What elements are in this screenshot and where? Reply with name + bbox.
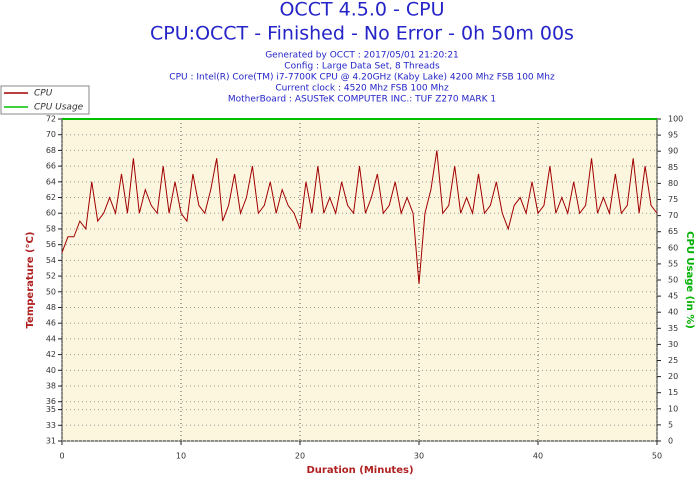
- y-tick-label: 31: [46, 437, 56, 446]
- chart-subtitle: CPU:OCCT - Finished - No Error - 0h 50m …: [150, 23, 574, 45]
- y-tick-label: 48: [46, 303, 56, 312]
- info-line: Generated by OCCT : 2017/05/01 21:20:21: [265, 51, 459, 61]
- x-tick-label: 10: [176, 452, 186, 461]
- y2-axis-label: CPU Usage (in %): [684, 231, 695, 329]
- y2-tick-label: 45: [668, 292, 678, 301]
- y-tick-label: 72: [46, 115, 56, 124]
- y-tick-label: 52: [46, 272, 56, 281]
- y2-tick-label: 40: [668, 308, 678, 317]
- y-tick-label: 46: [46, 319, 56, 328]
- y2-tick-label: 25: [668, 356, 678, 365]
- y-tick-label: 38: [46, 382, 56, 391]
- y-tick-label: 68: [46, 146, 56, 155]
- y2-tick-label: 90: [668, 147, 678, 156]
- y-tick-label: 33: [46, 421, 56, 430]
- y-tick-label: 70: [46, 130, 56, 139]
- y-tick-label: 64: [46, 177, 56, 186]
- info-line: MotherBoard : ASUSTeK COMPUTER INC.: TUF…: [228, 95, 496, 105]
- y2-tick-label: 20: [668, 372, 678, 381]
- legend: [0, 85, 90, 115]
- y-axis-label: Temperature (°C): [25, 232, 36, 329]
- legend-label: CPU Usage: [34, 103, 84, 113]
- y2-tick-label: 5: [668, 420, 673, 429]
- y2-tick-label: 10: [668, 404, 678, 413]
- y-tick-label: 54: [46, 256, 56, 265]
- y2-tick-label: 65: [668, 227, 678, 236]
- x-tick-label: 30: [414, 452, 424, 461]
- y-tick-label: 60: [46, 209, 56, 218]
- y-tick-label: 44: [46, 334, 56, 343]
- y2-tick-label: 50: [668, 276, 678, 285]
- y2-tick-label: 85: [668, 163, 678, 172]
- y-tick-label: 56: [46, 240, 56, 249]
- legend-label: CPU: [34, 89, 53, 99]
- y2-tick-label: 95: [668, 131, 678, 140]
- y-tick-label: 62: [46, 193, 56, 202]
- y-tick-label: 42: [46, 350, 56, 359]
- y-tick-label: 36: [46, 397, 56, 406]
- y-tick-label: 50: [46, 287, 56, 296]
- y2-tick-label: 35: [668, 324, 678, 333]
- y2-tick-label: 80: [668, 179, 678, 188]
- y2-tick-label: 60: [668, 243, 678, 252]
- x-tick-label: 20: [295, 452, 305, 461]
- info-line: Current clock : 4520 Mhz FSB 100 Mhz: [275, 84, 449, 94]
- info-line: CPU : Intel(R) Core(TM) i7-7700K CPU @ 4…: [169, 73, 555, 83]
- y2-tick-label: 100: [668, 115, 683, 124]
- info-line: Config : Large Data Set, 8 Threads: [284, 62, 440, 72]
- y2-tick-label: 55: [668, 259, 678, 268]
- x-axis-label: Duration (Minutes): [306, 465, 413, 476]
- y2-tick-label: 30: [668, 340, 678, 349]
- y-tick-label: 66: [46, 162, 56, 171]
- y2-tick-label: 75: [668, 195, 678, 204]
- data-line: [61, 150, 658, 284]
- y2-tick-label: 15: [668, 388, 678, 397]
- y2-tick-label: 70: [668, 211, 678, 220]
- x-tick-label: 50: [652, 452, 662, 461]
- y-tick-label: 40: [46, 366, 56, 375]
- y-tick-label: 35: [46, 405, 56, 414]
- y-tick-label: 58: [46, 224, 56, 233]
- plot-area: [61, 118, 658, 442]
- x-tick-label: 40: [533, 452, 543, 461]
- x-tick-label: 0: [59, 452, 64, 461]
- y2-tick-label: 0: [668, 437, 673, 446]
- chart-title: OCCT 4.5.0 - CPU: [279, 0, 444, 21]
